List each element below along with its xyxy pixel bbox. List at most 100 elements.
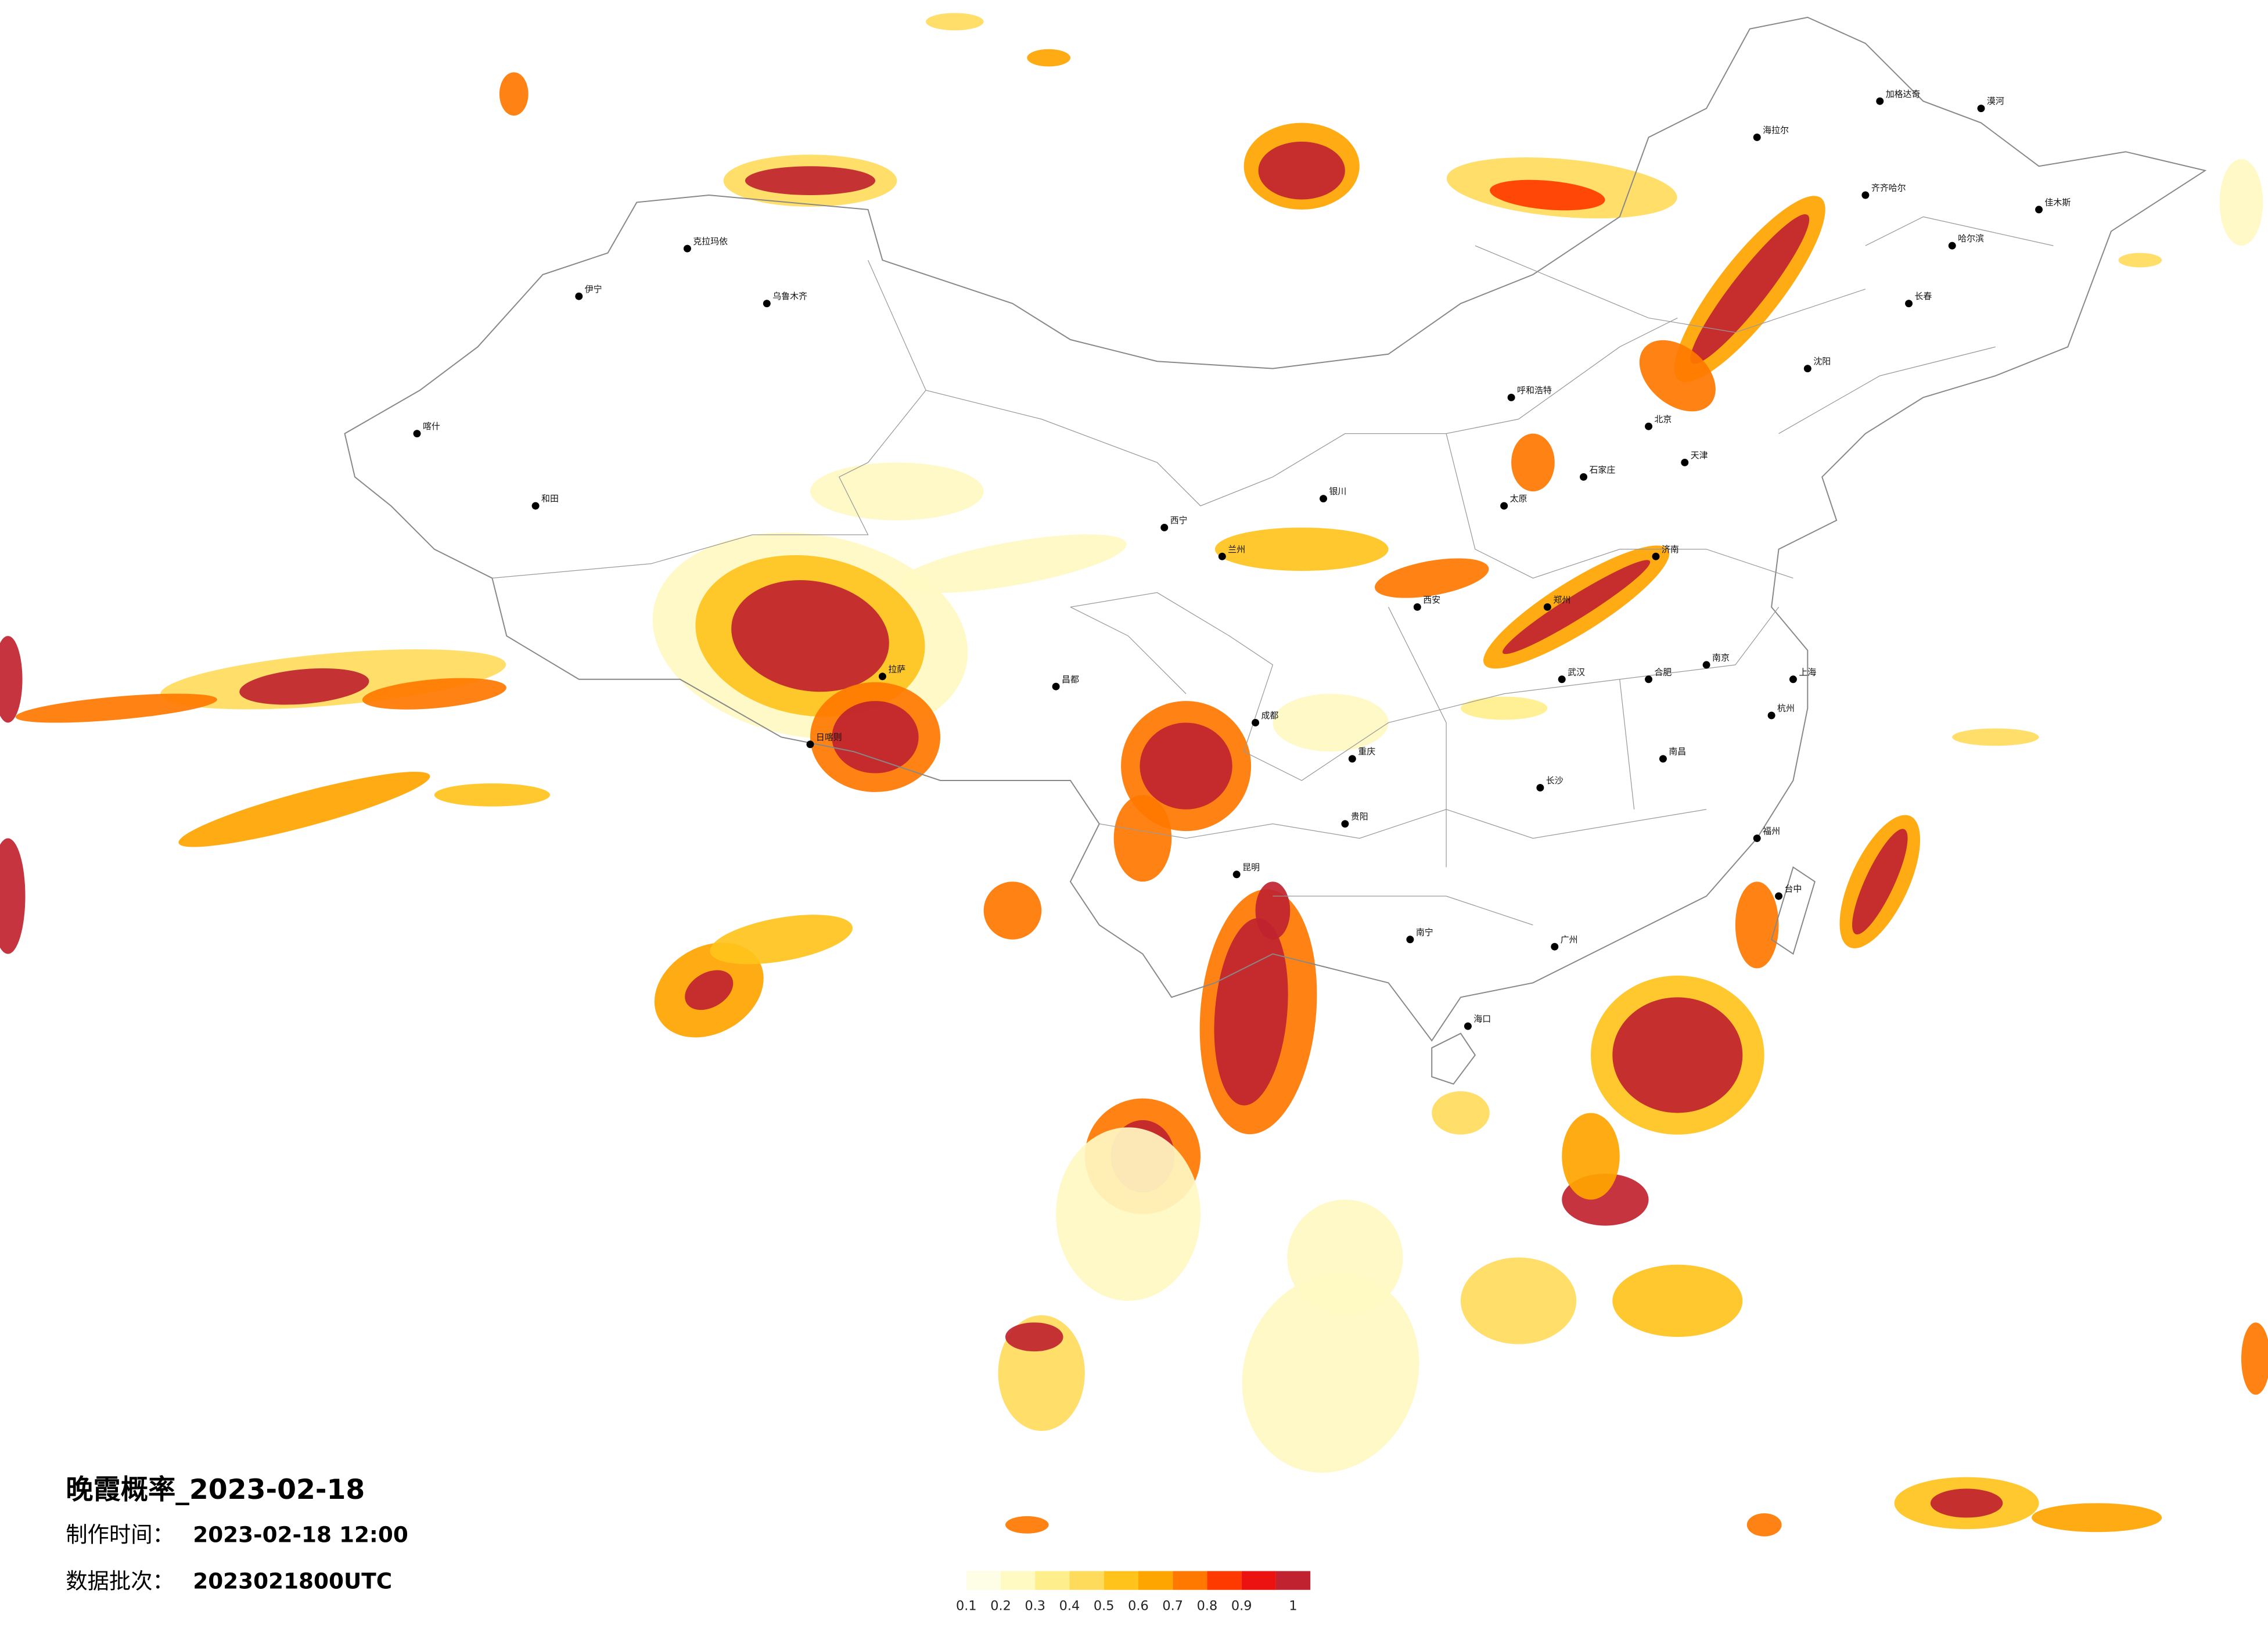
probability-area: [926, 13, 984, 31]
city-label: 成都: [1261, 710, 1279, 721]
colorbar-label: 0.6: [1128, 1599, 1149, 1614]
city-dot: [1500, 502, 1508, 510]
probability-area: [239, 668, 369, 705]
city-dot: [1580, 473, 1588, 481]
probability-area: [685, 970, 734, 1010]
city-dot: [1551, 942, 1559, 951]
colorbar-swatch: [1275, 1571, 1311, 1590]
city-label: 太原: [1510, 494, 1527, 504]
colorbar-label: 0.1: [956, 1599, 977, 1614]
city-label: 石家庄: [1590, 465, 1616, 475]
city-dot: [1652, 552, 1660, 560]
city-dot: [1977, 105, 1985, 113]
probability-area: [1005, 1516, 1049, 1534]
city-dot: [1803, 365, 1811, 373]
city-dot: [1232, 870, 1241, 879]
city-label: 昆明: [1242, 862, 1260, 872]
city-dot: [1413, 603, 1421, 611]
probability-area: [1503, 560, 1651, 654]
city-dot: [1348, 755, 1356, 763]
city-label: 郑州: [1553, 595, 1570, 605]
province-lines: [492, 216, 2054, 926]
city-label: 日喀则: [816, 732, 842, 742]
city-dot: [1948, 242, 1956, 250]
city-label: 克拉玛依: [693, 236, 728, 247]
city-label: 齐齐哈尔: [1871, 183, 1906, 193]
city-label: 伊宁: [585, 284, 602, 294]
city-dot: [575, 292, 583, 300]
colorbar-swatch: [1035, 1571, 1070, 1590]
probability-area: [710, 915, 853, 965]
probability-area: [1562, 1113, 1620, 1200]
city-label: 海拉尔: [1763, 125, 1789, 135]
city-label: 昌都: [1062, 674, 1079, 685]
city-label: 海口: [1473, 1014, 1491, 1024]
probability-area: [0, 838, 26, 954]
city-dot: [1645, 422, 1653, 430]
probability-area: [362, 678, 506, 710]
city-label: 哈尔滨: [1958, 233, 1984, 244]
colorbar-label: 0.4: [1059, 1599, 1080, 1614]
city-dot: [1464, 1022, 1472, 1030]
city-label: 乌鲁木齐: [772, 291, 807, 301]
probability-area: [1490, 179, 1605, 211]
city-dot: [878, 672, 886, 681]
city-dot: [1320, 495, 1328, 503]
city-label: 南京: [1712, 652, 1730, 663]
probability-area: [1639, 340, 1716, 412]
probability-area: [1214, 527, 1389, 571]
city-dot: [1753, 834, 1761, 843]
city-dot: [763, 300, 771, 308]
city-dot: [413, 430, 421, 438]
city-label: 喀什: [423, 421, 440, 431]
colorbar-label: 0.3: [1025, 1599, 1045, 1614]
probability-area: [1930, 1488, 2003, 1518]
probability-field: [0, 13, 2268, 1537]
probability-area: [1113, 794, 1172, 882]
probability-area: [745, 166, 875, 195]
city-label: 西安: [1423, 595, 1440, 605]
title: 晚霞概率_2023-02-18: [66, 1474, 365, 1506]
city-dot: [1681, 458, 1689, 466]
city-label: 兰州: [1228, 544, 1245, 555]
info-value: 2023-02-18 12:00: [193, 1522, 408, 1548]
probability-area: [434, 783, 550, 807]
colorbar-swatch: [1001, 1571, 1036, 1590]
colorbar-swatch: [1138, 1571, 1173, 1590]
hainan: [1431, 1033, 1476, 1085]
city-label: 武汉: [1568, 667, 1585, 677]
colorbar: 0.1 0.2 0.3 0.4 0.5 0.6 0.7 0.8 0.9 1: [956, 1571, 1311, 1614]
colorbar-label: 0.7: [1162, 1599, 1183, 1614]
probability-area: [1255, 882, 1291, 940]
city-label: 拉萨: [888, 664, 905, 674]
city-label: 西宁: [1170, 515, 1188, 526]
probability-area: [1258, 141, 1345, 200]
city-label: 广州: [1561, 934, 1578, 945]
probability-area: [731, 580, 889, 692]
probability-area: [15, 693, 217, 723]
probability-area: [1140, 722, 1232, 810]
city-dot: [1702, 661, 1710, 669]
colorbar-swatch: [1173, 1571, 1207, 1590]
probability-area: [1460, 696, 1548, 720]
probability-area: [1612, 1264, 1743, 1337]
city-label: 呼和浩特: [1517, 385, 1552, 395]
probability-area: [1027, 49, 1070, 67]
probability-area: [898, 534, 1127, 593]
colorbar-label: 0.9: [1231, 1599, 1252, 1614]
city-dot: [1558, 675, 1566, 684]
info-label: 制作时间：: [66, 1522, 174, 1548]
colorbar-label: 1: [1289, 1599, 1297, 1614]
city-label: 福州: [1763, 826, 1780, 836]
city-label: 银川: [1329, 486, 1347, 497]
probability-area: [983, 882, 1042, 940]
probability-area: [2219, 159, 2263, 246]
city-dot: [1775, 892, 1783, 900]
probability-area: [2032, 1503, 2162, 1533]
probability-area: [1056, 1127, 1201, 1301]
city-label: 济南: [1662, 544, 1679, 555]
city-label: 长沙: [1546, 775, 1563, 786]
probability-area: [1432, 1091, 1490, 1135]
